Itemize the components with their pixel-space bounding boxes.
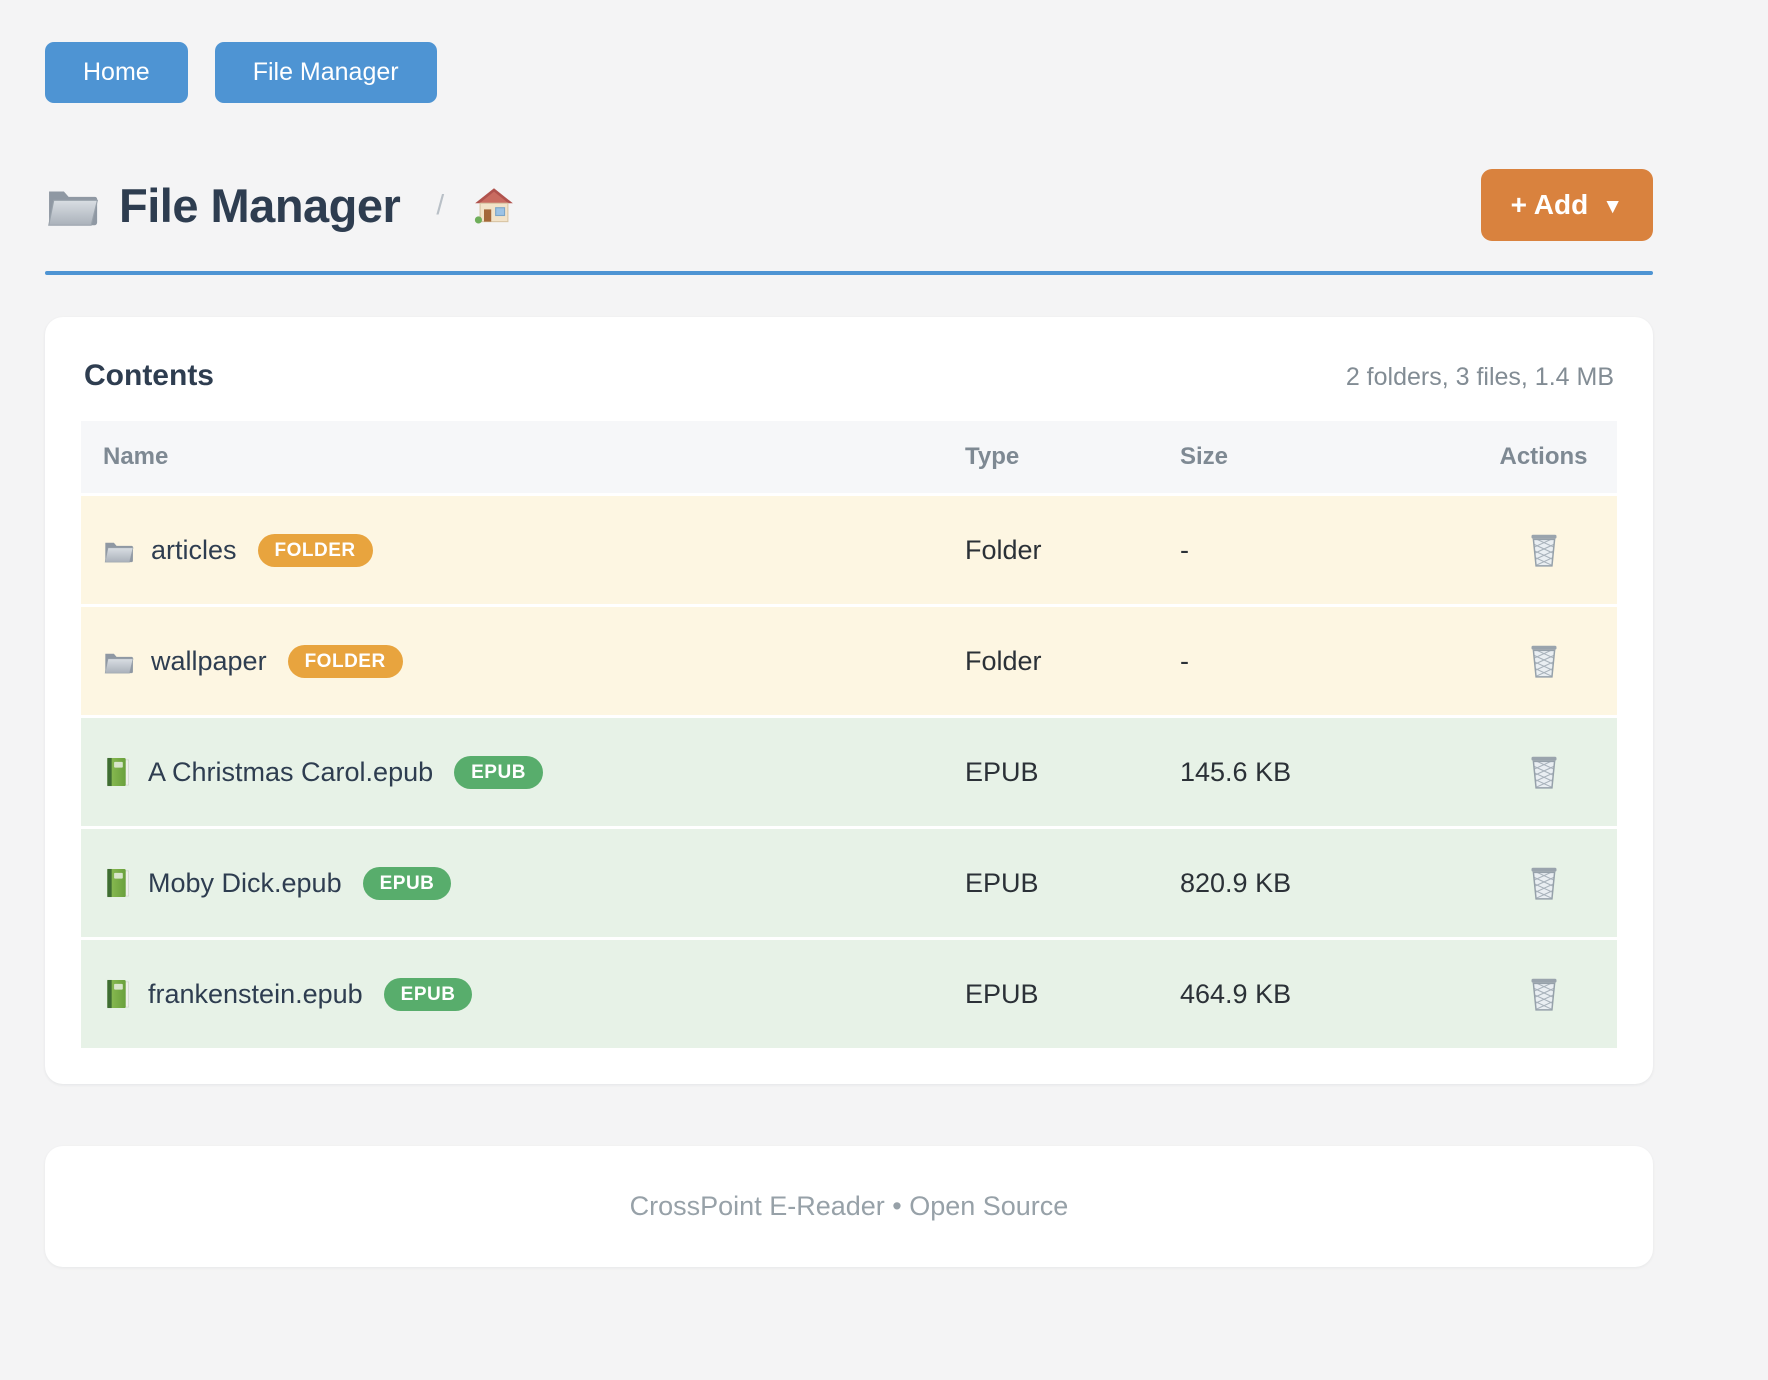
add-button-label: + Add xyxy=(1510,189,1589,220)
delete-button[interactable] xyxy=(1524,861,1564,905)
file-size: - xyxy=(1180,645,1189,676)
file-size: 145.6 KB xyxy=(1180,756,1292,787)
wastebasket-icon xyxy=(1528,976,1560,1012)
green-book-icon xyxy=(103,868,131,898)
file-name-link[interactable]: wallpaper xyxy=(151,645,267,676)
type-badge: EPUB xyxy=(383,977,473,1011)
wastebasket-icon xyxy=(1528,865,1560,901)
footer-card: CrossPoint E-Reader • Open Source xyxy=(45,1146,1653,1267)
file-type: EPUB xyxy=(965,756,1039,787)
table-row: wallpaper FOLDER Folder - xyxy=(81,604,1617,715)
table-row: articles FOLDER Folder - xyxy=(81,493,1617,604)
type-badge: EPUB xyxy=(362,866,452,900)
file-name-link[interactable]: articles xyxy=(151,534,237,565)
type-badge: EPUB xyxy=(454,755,543,789)
table-row: Moby Dick.epub EPUB EPUB 820.9 KB xyxy=(81,826,1617,937)
file-name-link[interactable]: Moby Dick.epub xyxy=(148,867,342,898)
file-size: - xyxy=(1180,534,1189,565)
green-book-icon xyxy=(103,979,131,1009)
file-name-link[interactable]: A Christmas Carol.epub xyxy=(148,756,434,787)
home-nav-button[interactable]: Home xyxy=(45,42,188,103)
file-type: Folder xyxy=(965,645,1042,676)
table-row: frankenstein.epub EPUB EPUB 464.9 KB xyxy=(81,937,1617,1048)
file-size: 464.9 KB xyxy=(1180,978,1292,1009)
wastebasket-icon xyxy=(1528,754,1560,790)
page-header: File Manager / + Add ▼ xyxy=(45,169,1653,241)
accent-divider xyxy=(45,271,1653,275)
file-type: EPUB xyxy=(965,978,1039,1009)
delete-button[interactable] xyxy=(1524,639,1564,683)
column-header-type: Type xyxy=(965,443,1020,470)
type-badge: FOLDER xyxy=(287,644,403,678)
wastebasket-icon xyxy=(1528,532,1560,568)
column-header-size: Size xyxy=(1180,443,1229,470)
type-badge: FOLDER xyxy=(257,533,373,567)
page-title: File Manager xyxy=(119,178,401,232)
delete-button[interactable] xyxy=(1524,750,1564,794)
file-manager-nav-button[interactable]: File Manager xyxy=(214,42,437,103)
breadcrumb: / xyxy=(436,189,445,220)
file-table: Name Type Size Actions articles FOLDER F… xyxy=(81,421,1617,1048)
contents-heading: Contents xyxy=(84,359,214,392)
house-icon[interactable] xyxy=(474,187,514,224)
file-type: Folder xyxy=(965,534,1042,565)
table-header-row: Name Type Size Actions xyxy=(81,421,1617,493)
green-book-icon xyxy=(103,757,131,787)
file-type: EPUB xyxy=(965,867,1039,898)
contents-card: Contents 2 folders, 3 files, 1.4 MB Name… xyxy=(45,317,1653,1084)
delete-button[interactable] xyxy=(1524,528,1564,572)
folder-icon xyxy=(103,648,134,675)
column-header-name: Name xyxy=(103,443,169,470)
column-header-actions: Actions xyxy=(1499,443,1588,470)
folder-icon xyxy=(45,182,99,228)
file-name-link[interactable]: frankenstein.epub xyxy=(148,978,363,1009)
top-nav: Home File Manager xyxy=(45,0,1653,103)
table-row: A Christmas Carol.epub EPUB EPUB 145.6 K… xyxy=(81,715,1617,826)
add-button[interactable]: + Add ▼ xyxy=(1480,169,1653,241)
delete-button[interactable] xyxy=(1524,972,1564,1016)
wastebasket-icon xyxy=(1528,643,1560,679)
footer-text: CrossPoint E-Reader • Open Source xyxy=(629,1191,1069,1221)
file-size: 820.9 KB xyxy=(1180,867,1292,898)
caret-down-icon: ▼ xyxy=(1602,194,1623,218)
folder-icon xyxy=(103,537,134,564)
contents-summary: 2 folders, 3 files, 1.4 MB xyxy=(1345,363,1614,391)
